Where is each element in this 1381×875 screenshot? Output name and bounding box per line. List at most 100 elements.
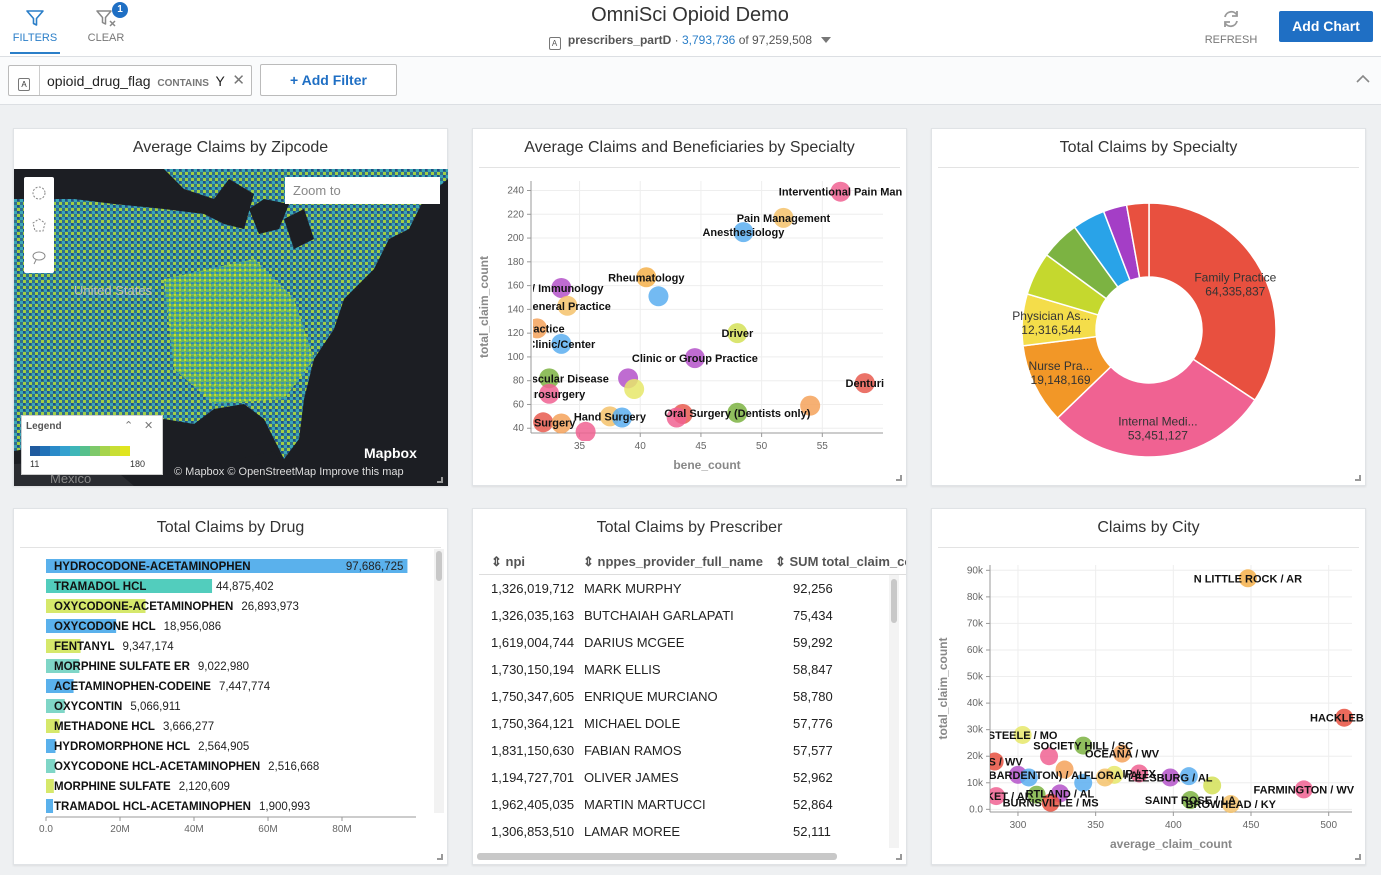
drug-chart-scrollbar[interactable] xyxy=(434,549,444,813)
scatter-point[interactable] xyxy=(733,222,754,243)
donut-slice[interactable] xyxy=(1148,202,1277,402)
table-row[interactable]: 1,619,004,744 DARIUS MCGEE 59,292 xyxy=(479,629,906,656)
scatter-point[interactable] xyxy=(1040,747,1059,766)
legend-collapse-icon[interactable]: ⌃ xyxy=(124,420,134,432)
add-chart-button[interactable]: Add Chart xyxy=(1279,11,1373,42)
scatter-point[interactable] xyxy=(624,379,645,400)
scatter-point[interactable] xyxy=(1113,744,1132,763)
scatter-point[interactable] xyxy=(830,181,851,202)
scatter-point[interactable] xyxy=(648,286,669,307)
zipcode-map[interactable]: Zoom to United States Mexico Legend ⌃ ✕ … xyxy=(14,169,448,486)
resize-handle[interactable] xyxy=(1355,475,1361,481)
table-row[interactable]: 1,831,150,630 FABIAN RAMOS 57,577 xyxy=(479,737,906,764)
scatter-point[interactable] xyxy=(1041,793,1060,812)
scatter-point[interactable] xyxy=(1055,760,1074,779)
scatter-point[interactable] xyxy=(551,277,572,298)
table-row[interactable]: 1,730,150,194 MARK ELLIS 58,847 xyxy=(479,656,906,683)
scatter-point[interactable] xyxy=(1335,708,1354,727)
scatter-point[interactable] xyxy=(1203,776,1222,795)
scatter-point[interactable] xyxy=(1161,768,1180,787)
clear-filters-button[interactable]: 1 CLEAR xyxy=(76,2,136,44)
zoom-to-input[interactable]: Zoom to xyxy=(285,177,440,204)
resize-handle[interactable] xyxy=(1355,854,1361,860)
donut-slice[interactable] xyxy=(1056,358,1256,458)
table-row[interactable]: 1,750,364,121 MICHAEL DOLE 57,776 xyxy=(479,710,906,737)
scatter-point[interactable] xyxy=(539,383,560,404)
drug-bar[interactable] xyxy=(46,659,80,673)
resize-handle[interactable] xyxy=(896,475,902,481)
polygon-select-icon[interactable] xyxy=(24,209,54,241)
scatter-point[interactable] xyxy=(800,395,821,416)
chevron-up-icon[interactable] xyxy=(1356,74,1370,84)
chevron-down-icon[interactable] xyxy=(821,37,832,43)
resize-handle[interactable] xyxy=(896,854,902,860)
map-attribution[interactable]: © Mapbox © OpenStreetMap Improve this ma… xyxy=(174,466,404,478)
drug-bar[interactable] xyxy=(46,639,81,653)
scatter-point[interactable] xyxy=(1095,768,1114,787)
drug-bar[interactable] xyxy=(46,779,54,793)
scatter-point[interactable] xyxy=(1238,569,1257,588)
table-row[interactable]: 1,326,019,712 MARK MURPHY 92,256 xyxy=(479,575,906,602)
resize-handle[interactable] xyxy=(437,477,443,483)
legend-close-icon[interactable]: ✕ xyxy=(144,420,154,432)
scatter-point[interactable] xyxy=(854,373,875,394)
drug-bar[interactable] xyxy=(46,599,146,613)
specialty-scatter-chart[interactable]: 35 40 45 50 55 40 60 80 100 120 140 160 180 200 220 240… xyxy=(473,167,908,487)
table-vertical-scrollbar[interactable] xyxy=(889,575,899,848)
scatter-point[interactable] xyxy=(773,207,794,228)
scatter-point[interactable] xyxy=(1130,764,1149,783)
drug-bar[interactable] xyxy=(46,739,56,753)
scatter-point[interactable] xyxy=(527,318,548,339)
scatter-point[interactable] xyxy=(666,407,687,428)
scatter-point[interactable] xyxy=(533,412,554,433)
scatter-point[interactable] xyxy=(551,333,572,354)
drug-bar-chart[interactable]: 0.0 20M 40M 60M 80M HYDROCODONE-ACETAMINOPHEN… xyxy=(14,549,448,866)
scatter-point[interactable] xyxy=(551,413,572,434)
scatter-point[interactable] xyxy=(987,787,1006,806)
scatter-point[interactable] xyxy=(684,348,705,369)
scatter-point[interactable] xyxy=(986,752,1004,771)
datasource-selector[interactable]: A prescribers_partD · 3,793,736 of 97,25… xyxy=(440,33,940,50)
drug-bar[interactable] xyxy=(46,559,408,573)
scatter-point[interactable] xyxy=(1013,725,1032,744)
scatter-point[interactable] xyxy=(1074,773,1093,792)
drug-bar[interactable] xyxy=(46,719,60,733)
scatter-point[interactable] xyxy=(1027,785,1046,804)
column-header-npi[interactable]: ⇕ npi xyxy=(491,554,526,569)
scatter-point[interactable] xyxy=(557,295,578,316)
column-header-provider-name[interactable]: ⇕ nppes_provider_full_name xyxy=(583,554,763,569)
add-filter-button[interactable]: + Add Filter xyxy=(260,64,397,96)
table-row[interactable]: 1,326,035,163 BUTCHAIAH GARLAPATI 75,434 xyxy=(479,602,906,629)
table-horizontal-scrollbar[interactable] xyxy=(477,853,837,860)
scatter-point[interactable] xyxy=(612,407,633,428)
circle-select-icon[interactable] xyxy=(24,177,54,209)
scatter-point[interactable] xyxy=(539,368,560,389)
scatter-point[interactable] xyxy=(1181,791,1200,810)
scatter-point[interactable] xyxy=(636,267,657,288)
scatter-point[interactable] xyxy=(1294,780,1313,799)
scatter-point[interactable] xyxy=(1019,768,1038,787)
filters-button[interactable]: FILTERS xyxy=(5,8,65,54)
table-row[interactable]: 1,962,405,035 MARTIN MARTUCCI 52,864 xyxy=(479,791,906,818)
drug-bar[interactable] xyxy=(46,699,65,713)
drug-bar[interactable] xyxy=(46,799,54,813)
table-row[interactable]: 1,194,727,701 OLIVER JAMES 52,962 xyxy=(479,764,906,791)
refresh-button[interactable]: REFRESH xyxy=(1200,8,1262,46)
scatter-point[interactable] xyxy=(1221,795,1240,814)
filter-chip[interactable]: A opioid_drug_flag CONTAINS Y ✕ xyxy=(8,65,252,96)
drug-bar[interactable] xyxy=(46,579,213,593)
scatter-point[interactable] xyxy=(727,323,748,344)
lasso-select-icon[interactable] xyxy=(24,241,54,273)
drug-bar[interactable] xyxy=(46,679,74,693)
table-row[interactable]: 1,750,347,605 ENRIQUE MURCIANO 58,780 xyxy=(479,683,906,710)
scatter-point[interactable] xyxy=(1179,767,1198,786)
drug-bar[interactable] xyxy=(46,619,117,633)
donut-slice[interactable] xyxy=(1125,202,1150,279)
column-header-sum-claims[interactable]: ⇕ SUM total_claim_co xyxy=(775,554,907,569)
remove-filter-icon[interactable]: ✕ xyxy=(232,72,245,89)
scatter-point[interactable] xyxy=(575,421,596,442)
scatter-point[interactable] xyxy=(727,402,748,423)
table-row[interactable]: 1,306,853,510 LAMAR MOREE 52,111 xyxy=(479,818,906,845)
scatter-point[interactable] xyxy=(1074,736,1093,755)
